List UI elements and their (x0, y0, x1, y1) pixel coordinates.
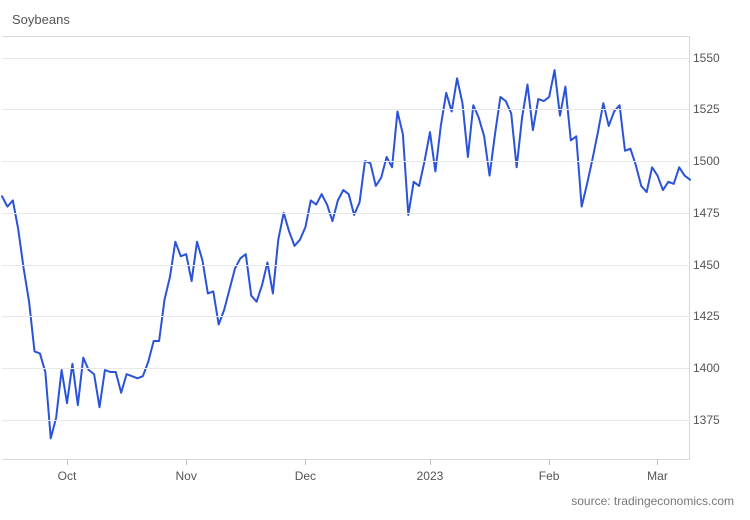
xtick-label: Mar (647, 469, 668, 483)
xtick-label: Nov (176, 469, 197, 483)
xtick-label: 2023 (417, 469, 444, 483)
gridline (2, 316, 689, 317)
xtick (186, 459, 187, 465)
chart-title: Soybeans (12, 12, 70, 27)
gridline (2, 213, 689, 214)
ytick-label: 1475 (693, 206, 733, 220)
gridline (2, 109, 689, 110)
gridline (2, 58, 689, 59)
ytick-label: 1500 (693, 154, 733, 168)
gridline (2, 265, 689, 266)
gridline (2, 161, 689, 162)
xtick (305, 459, 306, 465)
ytick-label: 1400 (693, 361, 733, 375)
plot-area: 13751400142514501475150015251550OctNovDe… (2, 36, 690, 460)
source-attribution: source: tradingeconomics.com (571, 494, 734, 508)
xtick (67, 459, 68, 465)
ytick-label: 1550 (693, 51, 733, 65)
ytick-label: 1375 (693, 413, 733, 427)
xtick-label: Feb (539, 469, 560, 483)
xtick-label: Oct (58, 469, 77, 483)
ytick-label: 1425 (693, 309, 733, 323)
ytick-label: 1450 (693, 258, 733, 272)
xtick (657, 459, 658, 465)
xtick (549, 459, 550, 465)
ytick-label: 1525 (693, 102, 733, 116)
gridline (2, 420, 689, 421)
xtick (430, 459, 431, 465)
gridline (2, 368, 689, 369)
line-chart-svg (2, 37, 690, 461)
xtick-label: Dec (295, 469, 316, 483)
price-line (2, 70, 690, 438)
